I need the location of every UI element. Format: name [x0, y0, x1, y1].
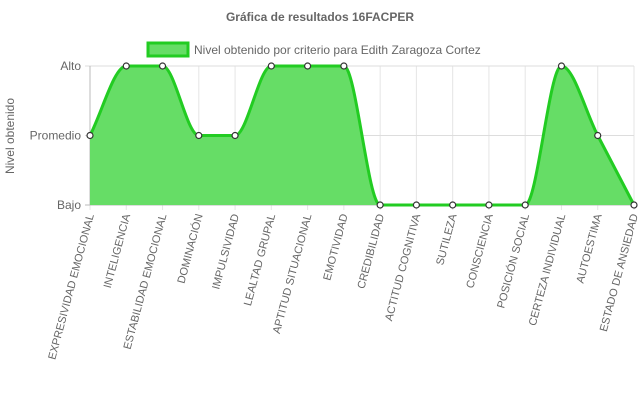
data-point-13[interactable] — [557, 62, 566, 70]
x-tick-label: DOMINACIÓN — [175, 212, 206, 284]
x-tick-label: CERTEZA INDIVIDUAL — [527, 213, 568, 328]
data-point-3[interactable] — [195, 131, 203, 140]
chart-title: Gráfica de resultados 16FACPER — [226, 10, 414, 24]
x-tick-label: CONSCIENCIA — [464, 212, 496, 290]
x-tick-label: CREDIBILIDAD — [356, 213, 388, 291]
data-point-10[interactable] — [449, 201, 457, 209]
y-axis-label: Nivel obtenido — [3, 98, 17, 174]
x-tick-label: AUTOESTIMA — [575, 212, 605, 285]
x-tick-label: ESTABILIDAD EMOCIONAL — [122, 213, 170, 351]
data-point-14[interactable] — [594, 131, 602, 140]
legend-swatch — [146, 41, 190, 58]
plot-area — [88, 64, 636, 207]
x-tick-label: INTELIGENCIA — [102, 212, 134, 290]
x-tick-label: EMOTIVIDAD — [321, 213, 350, 282]
data-point-12[interactable] — [521, 201, 529, 209]
legend-label: Nivel obtenido por criterio para Edith Z… — [194, 43, 481, 57]
data-point-8[interactable] — [376, 201, 384, 209]
data-point-15[interactable] — [630, 201, 638, 209]
x-tick-label: ACTITUD COGNITIVA — [383, 212, 423, 322]
y-tick-label: Bajo — [57, 198, 81, 212]
x-tick-label: EXPRESIVIDAD EMOCIONAL — [46, 213, 97, 361]
y-tick-label: Promedio — [30, 129, 82, 143]
data-point-7[interactable] — [340, 62, 348, 70]
x-tick-label: LEALTAD GRUPAL — [242, 213, 278, 308]
data-point-6[interactable] — [304, 62, 312, 70]
x-ticks: EXPRESIVIDAD EMOCIONAL INTELIGENCIAESTABI… — [46, 212, 639, 361]
legend[interactable]: Nivel obtenido por criterio para Edith Z… — [146, 41, 481, 58]
x-tick-label: ESTADO DE ANSIEDAD — [598, 213, 639, 333]
data-point-11[interactable] — [485, 201, 493, 209]
x-tick-label: SUTILEZA — [434, 212, 459, 267]
data-point-2[interactable] — [158, 62, 167, 70]
data-point-0[interactable] — [86, 131, 94, 140]
x-tick-label: APTITUD SITUACIONAL — [271, 213, 315, 335]
data-point-9[interactable] — [412, 201, 420, 209]
x-tick-label: POSICIÓN SOCIAL — [494, 212, 532, 309]
points — [86, 62, 638, 209]
data-point-5[interactable] — [267, 62, 275, 70]
series-line — [88, 64, 636, 207]
y-tick-label: Alto — [60, 59, 81, 73]
data-point-4[interactable] — [231, 131, 239, 140]
x-tick-label: IMPULSIVIDAD — [210, 213, 242, 291]
y-ticks: Bajo Promedio Alto — [30, 59, 82, 212]
data-point-1[interactable] — [122, 62, 130, 70]
